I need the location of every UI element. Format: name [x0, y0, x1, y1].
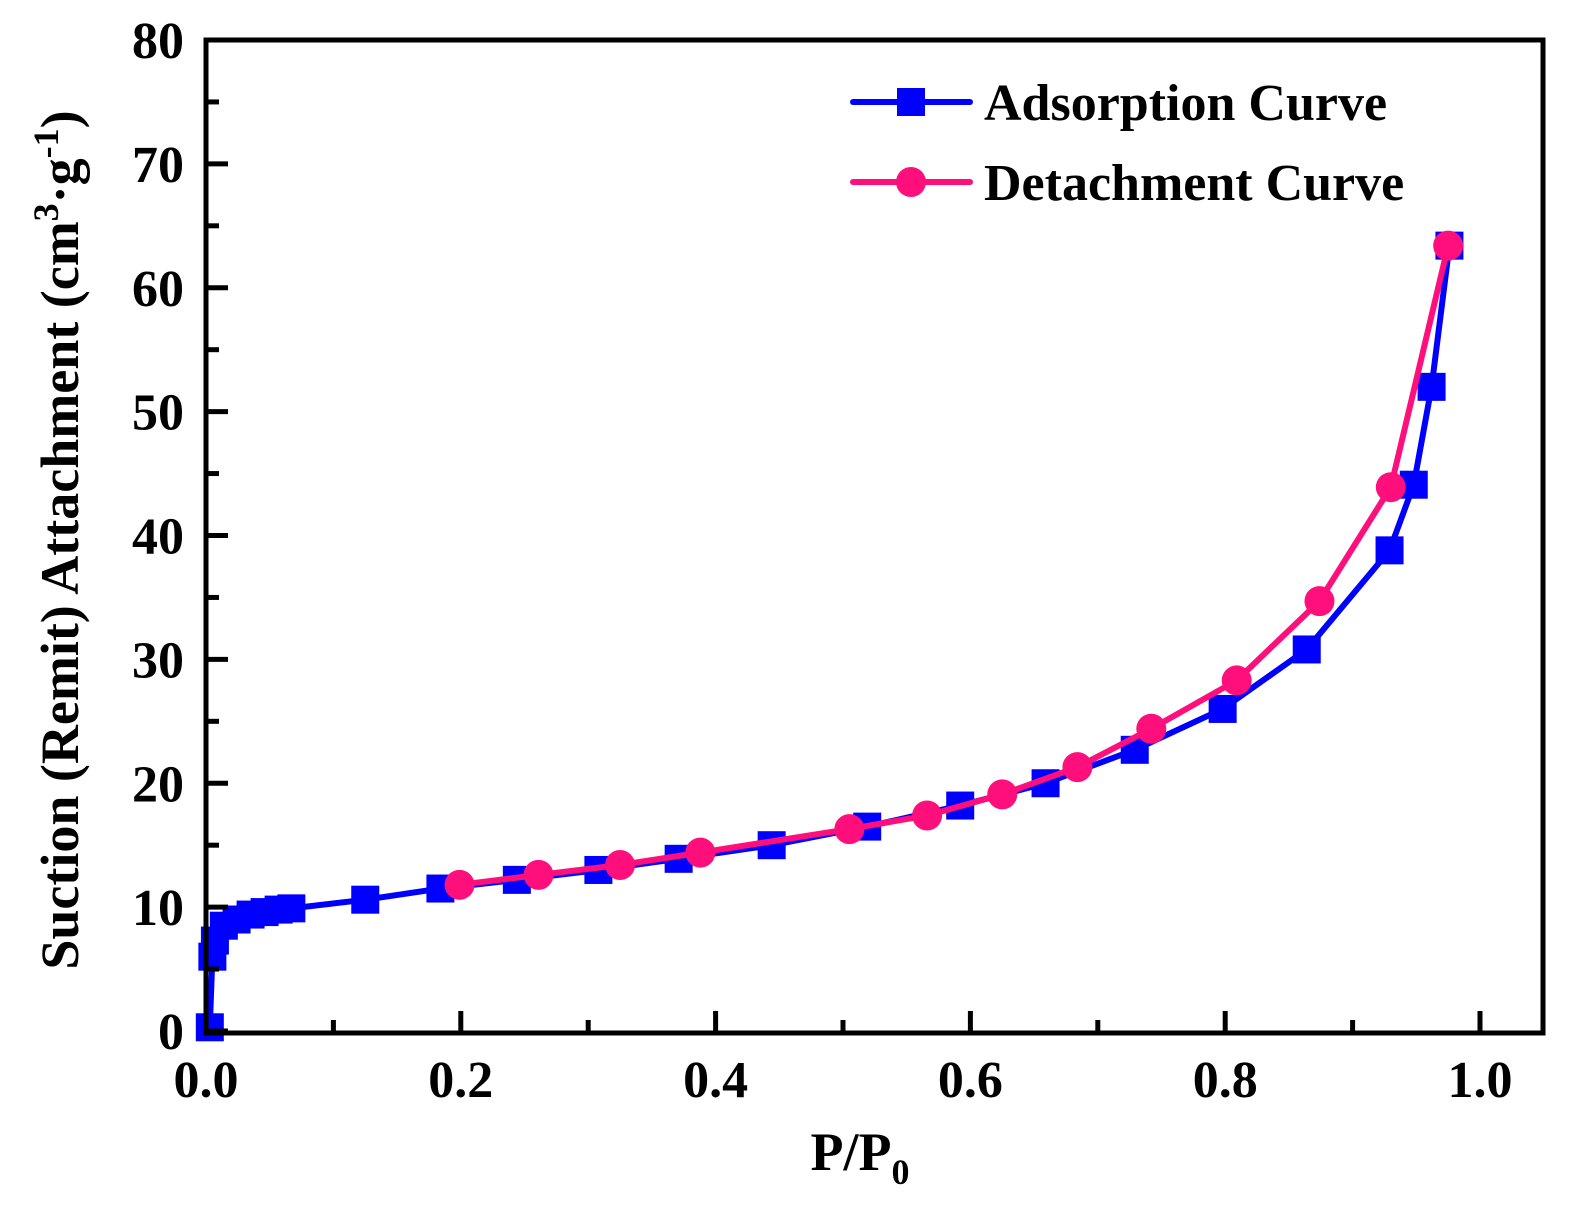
data-point-circle — [1221, 665, 1252, 696]
y-axis-title-main: Suction (Remit) Attachment (cm — [30, 221, 90, 969]
data-point-square — [195, 1013, 224, 1042]
series-layer — [195, 230, 1464, 1042]
data-point-circle — [987, 779, 1018, 810]
data-point-circle — [605, 850, 636, 881]
data-point-square — [277, 894, 306, 923]
data-point-square — [1375, 536, 1404, 565]
data-point-circle — [1433, 230, 1464, 261]
y-axis-title-end: ) — [30, 110, 90, 128]
x-axis-ticks: 0.0 0.2 0.4 0.6 0.8 1.0 — [174, 1011, 1513, 1109]
y-tick-label: 10 — [132, 880, 184, 937]
data-point-square — [1208, 694, 1237, 723]
y-tick-label: 20 — [132, 756, 184, 813]
data-point-circle — [1375, 472, 1406, 503]
y-axis-title: Suction (Remit) Attachment (cm3·g-1) — [26, 110, 90, 969]
x-axis-title: P/P0 — [811, 1122, 910, 1192]
y-tick-label: 30 — [132, 632, 184, 689]
data-point-circle — [523, 859, 554, 890]
x-axis-title-main: P/P — [811, 1122, 892, 1182]
y-axis-title-mid: ·g — [30, 158, 90, 203]
legend-item: Adsorption Curve — [850, 75, 1387, 132]
series-line — [459, 244, 1452, 888]
series-line — [206, 245, 1453, 1028]
y-tick-label: 0 — [158, 1004, 184, 1061]
y-tick-label: 40 — [132, 509, 184, 566]
data-point-circle — [444, 869, 475, 900]
data-point-circle — [834, 814, 865, 845]
x-tick-label: 0.4 — [683, 1052, 748, 1109]
x-tick-label: 0.2 — [428, 1052, 493, 1109]
x-tick-label: 1.0 — [1448, 1052, 1513, 1109]
legend-square-marker — [897, 88, 925, 116]
data-point-circle — [1062, 752, 1093, 783]
data-point-square — [1417, 372, 1446, 401]
x-tick-label: 0.0 — [174, 1052, 239, 1109]
y-axis-ticks: 0 10 20 30 40 50 60 70 80 — [132, 13, 228, 1061]
y-axis-title-sup1: 3 — [26, 203, 66, 221]
legend: Adsorption Curve Detachment Curve — [850, 75, 1404, 212]
series-detachment-curve — [444, 230, 1464, 900]
y-tick-label: 70 — [132, 137, 184, 194]
legend-circle-marker — [896, 167, 926, 197]
data-point-square — [351, 885, 380, 914]
data-point-circle — [912, 800, 943, 831]
series-adsorption-curve — [195, 231, 1464, 1042]
y-tick-label: 80 — [132, 13, 184, 70]
data-point-square — [1292, 635, 1321, 664]
legend-label: Detachment Curve — [984, 155, 1404, 212]
y-tick-label: 60 — [132, 261, 184, 318]
data-point-circle — [1304, 586, 1335, 617]
legend-item: Detachment Curve — [850, 155, 1404, 212]
x-axis-title-subscript: 0 — [891, 1152, 909, 1192]
data-point-circle — [1136, 713, 1167, 744]
y-tick-label: 50 — [132, 385, 184, 442]
x-tick-label: 0.8 — [1193, 1052, 1258, 1109]
legend-label: Adsorption Curve — [984, 75, 1387, 132]
data-point-circle — [685, 837, 716, 868]
y-axis-title-sup2: -1 — [26, 128, 66, 158]
x-tick-label: 0.6 — [938, 1052, 1003, 1109]
